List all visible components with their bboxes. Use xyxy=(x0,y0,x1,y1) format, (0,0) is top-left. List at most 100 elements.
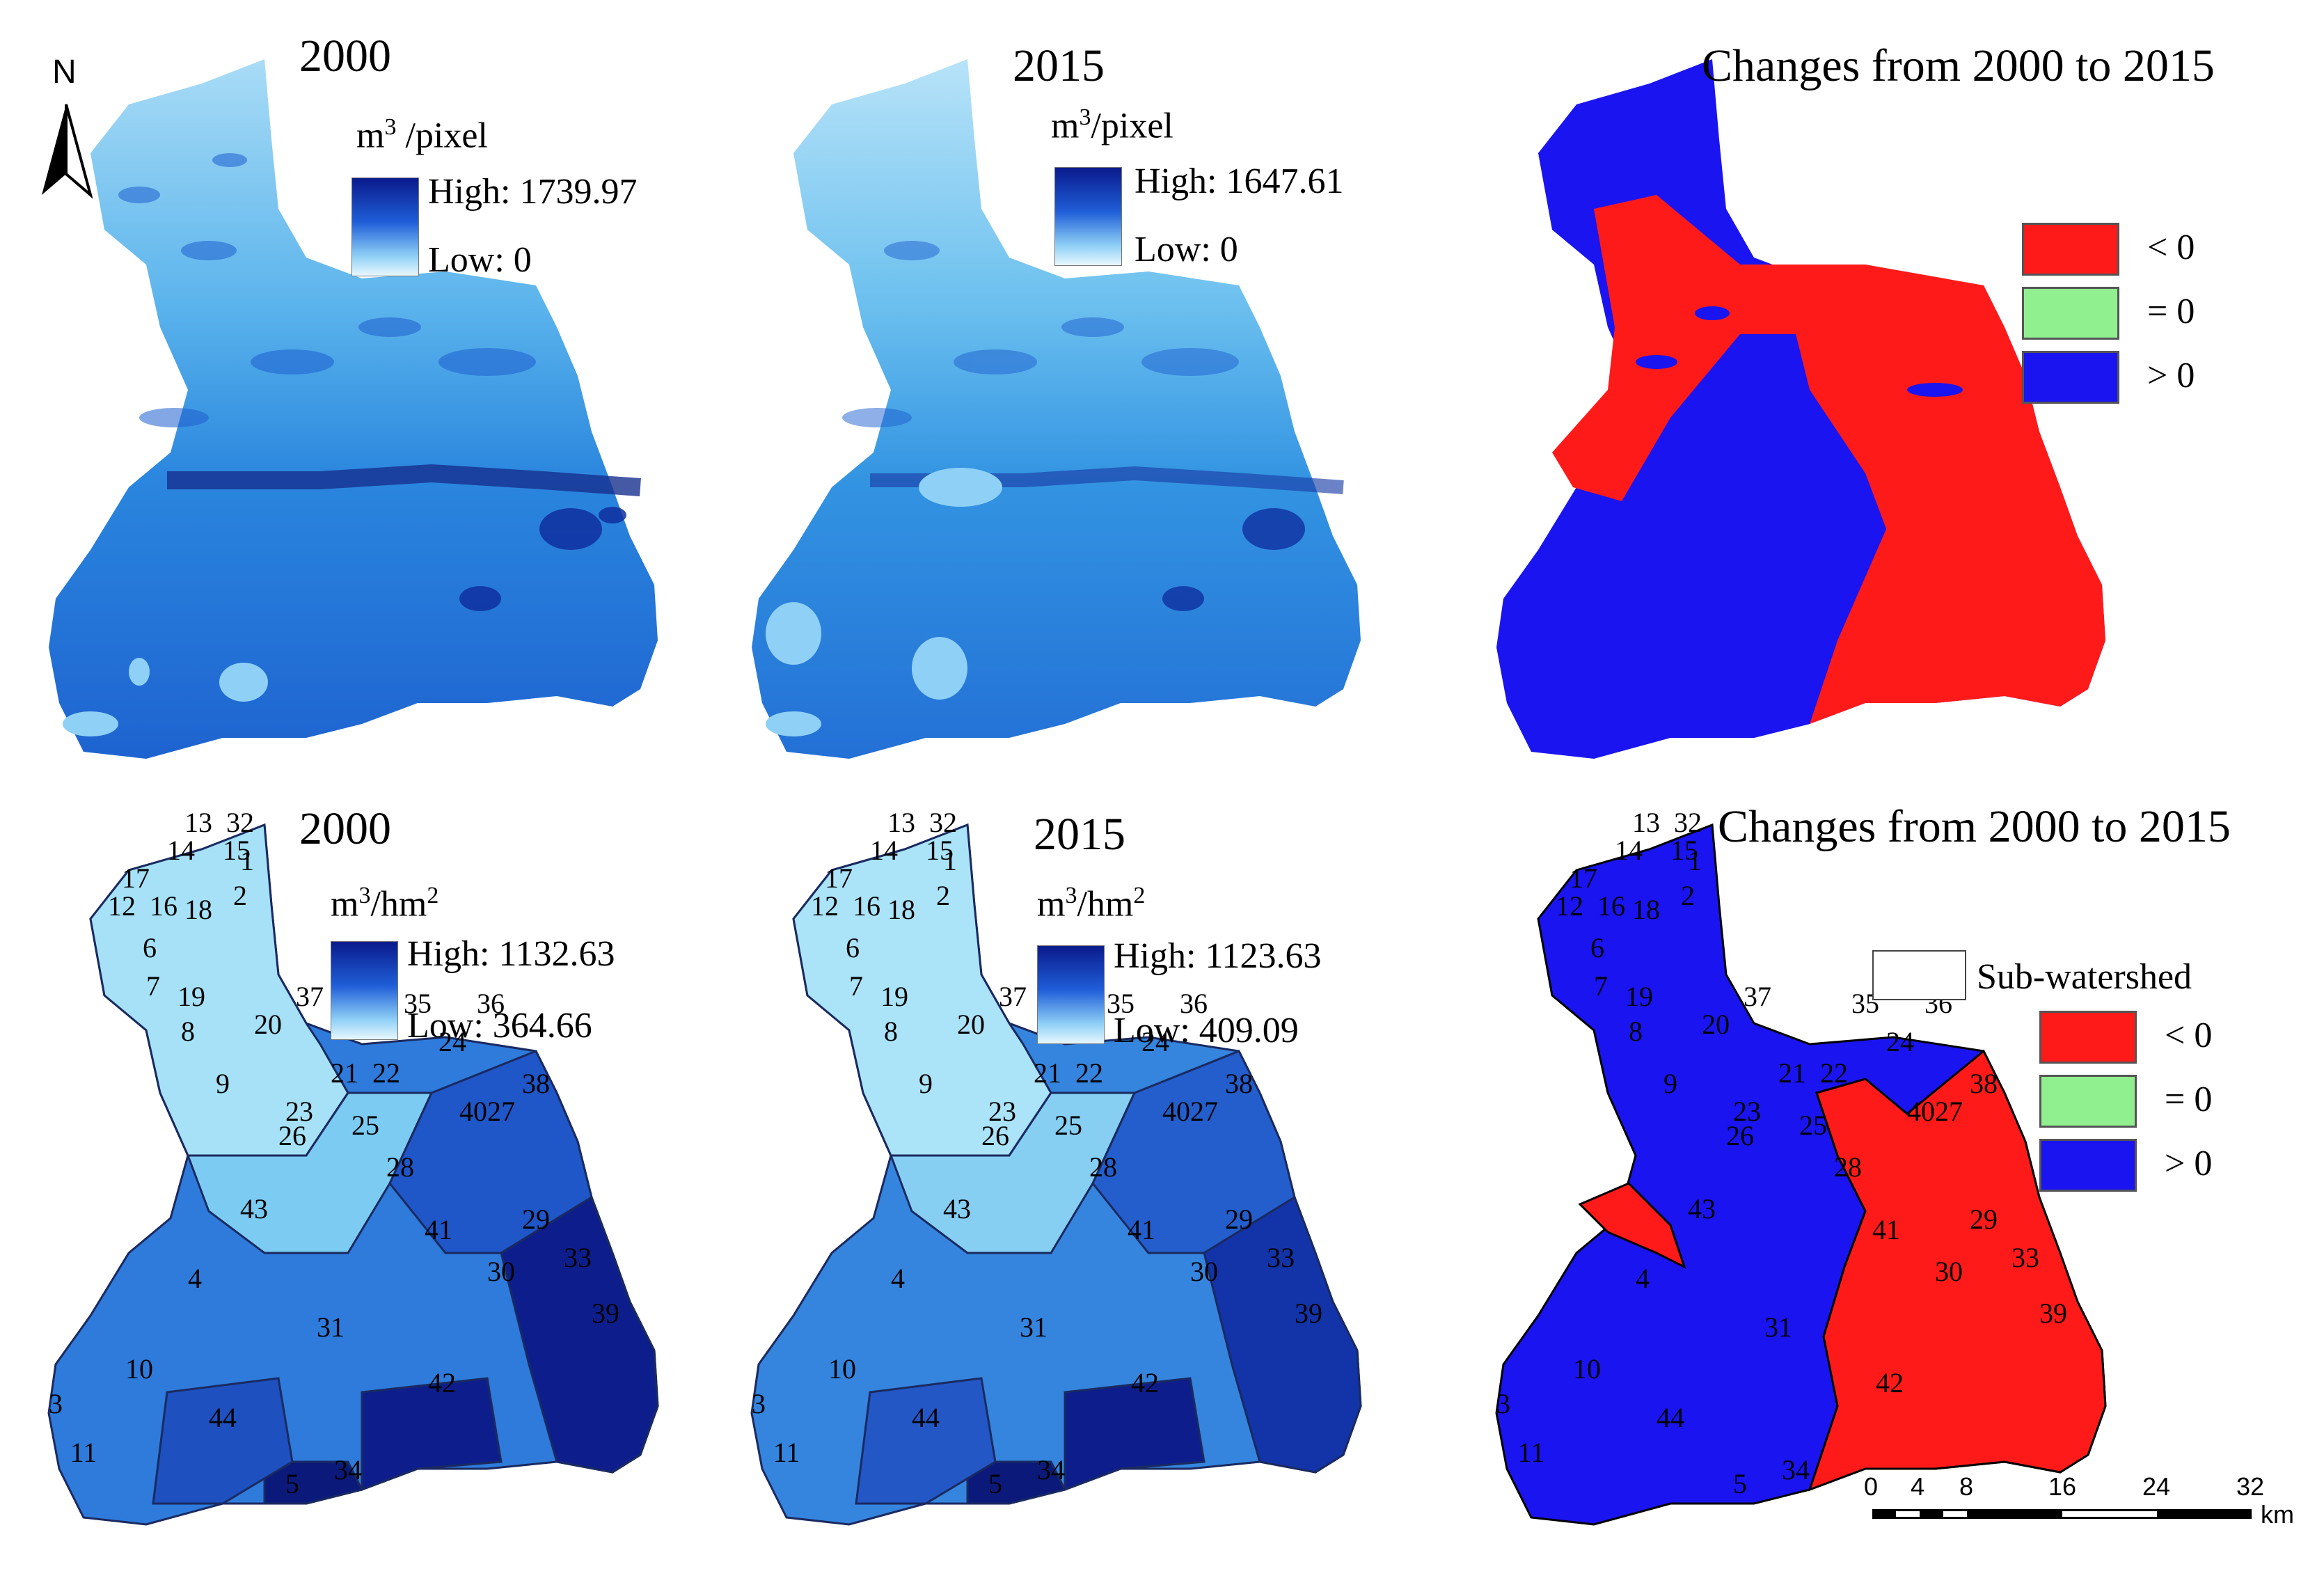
subwatershed-label-21: 21 xyxy=(1778,1057,1806,1089)
subwatershed-label-33: 33 xyxy=(564,1242,592,1273)
subwatershed-label-37: 37 xyxy=(1744,981,1771,1012)
subwatershed-label-12: 12 xyxy=(1556,890,1583,922)
subwatershed-label-5: 5 xyxy=(285,1468,299,1499)
map-change-pixel xyxy=(1496,59,2105,759)
subwatershed-label-7: 7 xyxy=(1594,970,1608,1002)
low-label-top-2015: Low: 0 xyxy=(1135,230,1238,269)
subwatershed-label-16: 16 xyxy=(150,890,177,922)
high-label-bottom-2000: High: 1132.63 xyxy=(407,934,615,974)
subwatershed-label-40: 40 xyxy=(1162,1096,1190,1127)
map-2000-subwatershed xyxy=(47,823,659,1526)
color-ramp-bottom-2000 xyxy=(331,941,398,1040)
subwatershed-label-13: 13 xyxy=(184,807,212,838)
subwatershed-label-9: 9 xyxy=(216,1068,230,1099)
subwatershed-label-7: 7 xyxy=(146,970,160,1002)
subwatershed-label-44: 44 xyxy=(1657,1402,1684,1433)
subwatershed-label-22: 22 xyxy=(1075,1057,1103,1089)
legend-swatch-zero-bottom xyxy=(2039,1075,2137,1128)
subwatershed-label-10: 10 xyxy=(125,1353,153,1385)
subwatershed-label-8: 8 xyxy=(1629,1016,1643,1047)
subwatershed-label-28: 28 xyxy=(1089,1151,1117,1183)
subwatershed-label-18: 18 xyxy=(1632,894,1660,925)
subwatershed-label-23: 23 xyxy=(285,1096,313,1127)
subwatershed-label-36: 36 xyxy=(1180,988,1208,1019)
subwatershed-label-25: 25 xyxy=(1799,1110,1827,1141)
subwatershed-label-37: 37 xyxy=(999,981,1027,1012)
subwatershed-label-40: 40 xyxy=(459,1096,487,1127)
subwatershed-label-39: 39 xyxy=(1295,1298,1322,1329)
subwatershed-label-41: 41 xyxy=(425,1214,452,1245)
subwatershed-label-44: 44 xyxy=(912,1402,940,1433)
panel-title-2015-bottom: 2015 xyxy=(1034,809,1125,860)
subwatershed-label-43: 43 xyxy=(1688,1193,1716,1224)
subwatershed-label-4: 4 xyxy=(188,1263,202,1294)
subwatershed-label-18: 18 xyxy=(184,894,212,925)
subwatershed-label-36: 36 xyxy=(477,988,505,1019)
subwatershed-label-28: 28 xyxy=(386,1151,414,1183)
subwatershed-label-15: 15 xyxy=(926,835,954,866)
color-ramp-bottom-2015 xyxy=(1037,945,1105,1044)
subwatershed-label-4: 4 xyxy=(1636,1263,1650,1294)
panel-title-change-top: Changes from 2000 to 2015 xyxy=(1702,40,2215,91)
subwatershed-label-44: 44 xyxy=(209,1402,237,1433)
subwatershed-label-35: 35 xyxy=(404,988,432,1019)
subwatershed-label-31: 31 xyxy=(317,1311,345,1343)
subwatershed-label-13: 13 xyxy=(1632,807,1660,838)
subwatershed-label-27: 27 xyxy=(1935,1096,1963,1127)
subwatershed-label-1: 1 xyxy=(1688,845,1702,876)
subwatershed-label-39: 39 xyxy=(592,1298,619,1329)
subwatershed-label-41: 41 xyxy=(1128,1214,1155,1245)
subwatershed-label-1: 1 xyxy=(240,845,254,876)
subwatershed-label-15: 15 xyxy=(223,835,251,866)
subwatershed-label-32: 32 xyxy=(226,807,254,838)
subwatershed-label-20: 20 xyxy=(254,1009,282,1040)
subwatershed-label-5: 5 xyxy=(1733,1468,1747,1499)
subwatershed-label-10: 10 xyxy=(828,1353,856,1385)
legend-swatch-negative-bottom xyxy=(2039,1011,2137,1064)
subwatershed-label-17: 17 xyxy=(122,862,150,894)
panel-title-change-bottom: Changes from 2000 to 2015 xyxy=(1718,801,2231,852)
subwatershed-label-42: 42 xyxy=(1131,1367,1159,1398)
subwatershed-label-9: 9 xyxy=(919,1068,933,1099)
subwatershed-label-34: 34 xyxy=(1782,1454,1810,1485)
subwatershed-label-24: 24 xyxy=(1886,1026,1914,1057)
subwatershed-label-8: 8 xyxy=(884,1016,898,1047)
subwatershed-label-42: 42 xyxy=(1876,1367,1904,1398)
low-label-bottom-2000: Low: 364.66 xyxy=(407,1006,592,1046)
subwatershed-label-40: 40 xyxy=(1907,1096,1935,1127)
subwatershed-label-20: 20 xyxy=(1702,1009,1730,1040)
subwatershed-label-1: 1 xyxy=(943,845,957,876)
subwatershed-label-8: 8 xyxy=(181,1016,195,1047)
subwatershed-label-34: 34 xyxy=(334,1454,362,1485)
subwatershed-label-23: 23 xyxy=(988,1096,1016,1127)
subwatershed-label-32: 32 xyxy=(1674,807,1702,838)
subwatershed-label-35: 35 xyxy=(1107,988,1135,1019)
subwatershed-label-31: 31 xyxy=(1020,1311,1048,1343)
legend-swatch-positive-top xyxy=(2022,351,2119,404)
legend-label-positive-top: > 0 xyxy=(2147,356,2195,395)
subwatershed-label-30: 30 xyxy=(1190,1256,1218,1287)
scale-tick-0: 0 xyxy=(1864,1472,1879,1501)
panel-title-2000-bottom: 2000 xyxy=(299,803,391,854)
subwatershed-label-14: 14 xyxy=(167,835,195,866)
subwatershed-label-29: 29 xyxy=(1225,1204,1253,1235)
subwatershed-label-3: 3 xyxy=(752,1388,766,1419)
subwatershed-label-11: 11 xyxy=(70,1437,97,1468)
subwatershed-label-43: 43 xyxy=(943,1193,971,1224)
scale-tick-8: 8 xyxy=(1959,1472,1974,1501)
low-label-top-2000: Low: 0 xyxy=(428,240,532,280)
scale-tick-16: 16 xyxy=(2048,1472,2077,1501)
subwatershed-label-3: 3 xyxy=(49,1388,63,1419)
high-label-top-2015: High: 1647.61 xyxy=(1135,161,1344,201)
low-label-bottom-2015: Low: 409.09 xyxy=(1114,1011,1299,1050)
high-label-bottom-2015: High: 1123.63 xyxy=(1114,936,1322,976)
subwatershed-label-25: 25 xyxy=(351,1110,379,1141)
subwatershed-label-25: 25 xyxy=(1054,1110,1082,1141)
unit-label-top-2000: m3 /pixel xyxy=(356,114,488,156)
subwatershed-label-11: 11 xyxy=(773,1437,800,1468)
subwatershed-label-2: 2 xyxy=(233,880,247,911)
subwatershed-label-21: 21 xyxy=(331,1057,358,1089)
subwatershed-label-17: 17 xyxy=(825,862,853,894)
subwatershed-label-7: 7 xyxy=(849,970,863,1002)
